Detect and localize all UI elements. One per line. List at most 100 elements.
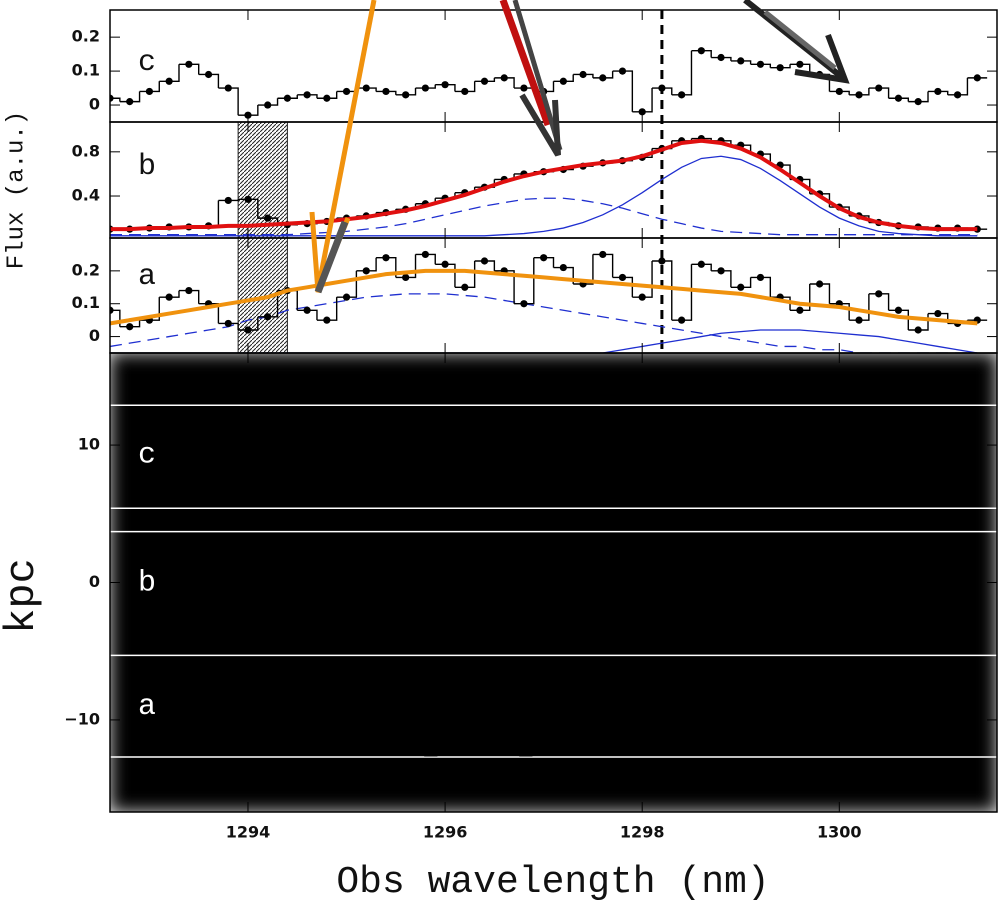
heatmap-cell — [749, 409, 801, 469]
data-point — [618, 273, 627, 282]
heatmap-cell — [700, 696, 752, 756]
heatmap-cell — [798, 353, 851, 412]
data-point — [973, 74, 981, 82]
y-tick-label: 0 — [89, 326, 100, 345]
data-point — [678, 316, 686, 324]
heatmap-cell — [651, 696, 703, 756]
data-point — [855, 316, 863, 324]
plot-layer: c 0 0.1 0.2 b 0.4 0.8 Flux (a.u.) a 0 0.1 0.2 c b a [OI… — [0, 9, 998, 904]
fit-curve — [110, 268, 978, 326]
heatmap-cell — [355, 524, 407, 584]
data-point — [638, 293, 646, 301]
heatmap-cell — [453, 638, 506, 699]
plot-area — [110, 353, 997, 812]
x-axis-label: Obs wavelength (nm) — [336, 861, 769, 904]
arrow-head — [314, 220, 349, 294]
data-point — [520, 84, 528, 92]
heatmap-cell — [552, 581, 604, 641]
data-point — [362, 84, 370, 92]
heatmap-cell — [404, 753, 456, 812]
heatmap-cell — [552, 466, 604, 527]
heatmap-cell — [453, 524, 506, 584]
data-point — [796, 60, 804, 68]
heatmap-cell — [453, 581, 506, 641]
data-point — [875, 84, 883, 92]
data-point — [796, 306, 804, 314]
data-point — [480, 257, 489, 265]
y-tick-label: 0.1 — [72, 61, 100, 80]
heatmap-cell — [110, 696, 161, 756]
data-point — [283, 94, 291, 102]
heatmap-cell — [798, 581, 851, 641]
heatmap-cell — [651, 353, 703, 412]
data-point — [244, 326, 252, 334]
data-point — [402, 273, 410, 282]
heatmap-cell — [651, 409, 703, 469]
data-point — [914, 98, 922, 106]
data-point — [362, 267, 370, 275]
x-tick-label: 1294 — [226, 823, 271, 842]
heatmap-cell — [158, 524, 210, 584]
data-point — [165, 293, 173, 301]
data-point — [441, 260, 449, 268]
heatmap-cell — [651, 581, 703, 641]
y-tick-label: 0.1 — [72, 293, 100, 312]
step-segment — [454, 261, 476, 288]
data-point — [342, 293, 351, 301]
heatmap-cell — [110, 638, 161, 699]
heatmap-cell — [503, 466, 555, 527]
heatmap-cell — [404, 466, 456, 527]
heatmap-cell — [700, 581, 752, 641]
heatmap-cell — [749, 638, 801, 699]
heatmap-cell — [355, 581, 407, 641]
heatmap-cell — [601, 638, 654, 699]
y-tick-label: 0.2 — [72, 27, 100, 46]
x-tick-label: 1298 — [620, 823, 665, 842]
data-point — [224, 196, 232, 205]
heatmap-cell — [207, 638, 259, 699]
heatmap-cell — [158, 638, 210, 699]
heatmap-cell — [355, 409, 407, 469]
heatmap-cell — [651, 466, 703, 527]
heatmap-cell — [503, 638, 555, 699]
y-tick-label: 0.8 — [72, 141, 100, 160]
heatmap-cell — [306, 581, 358, 641]
data-point — [480, 77, 489, 85]
heatmap-cell — [798, 466, 851, 527]
heatmap-cell — [848, 638, 900, 699]
data-point — [894, 94, 903, 102]
data-point — [875, 290, 883, 298]
heatmap-cell — [749, 696, 801, 756]
plot-area — [110, 238, 988, 353]
arrows — [309, 0, 850, 294]
plot-area — [110, 47, 988, 119]
data-point — [165, 77, 173, 85]
heatmap-cell — [946, 753, 997, 812]
data-point — [678, 91, 686, 99]
heatmap-cell — [207, 696, 259, 756]
data-point — [559, 77, 567, 85]
heatmap-cell — [404, 524, 456, 584]
fit-curve — [110, 155, 978, 237]
fit-curve — [110, 293, 978, 353]
heatmap-cell — [256, 353, 309, 412]
y-tick-label: 10 — [78, 435, 100, 454]
data-point — [224, 84, 232, 92]
heatmap-cell — [749, 466, 801, 527]
shaded-region — [237, 122, 288, 238]
data-point — [303, 91, 311, 99]
heatmap-cell — [453, 409, 506, 469]
data-point — [658, 257, 666, 265]
data-point — [697, 47, 705, 55]
data-point — [461, 283, 469, 291]
arrow-head — [794, 33, 850, 84]
data-point — [914, 326, 922, 334]
heatmap-cell — [404, 696, 456, 756]
data-point — [441, 81, 449, 89]
heatmap-cell — [404, 638, 456, 699]
step-segment — [671, 264, 693, 321]
annotation: [OIII]5007Å — [421, 701, 682, 757]
heatmap-cell — [404, 409, 456, 469]
y-tick-label: 0.4 — [72, 186, 100, 205]
